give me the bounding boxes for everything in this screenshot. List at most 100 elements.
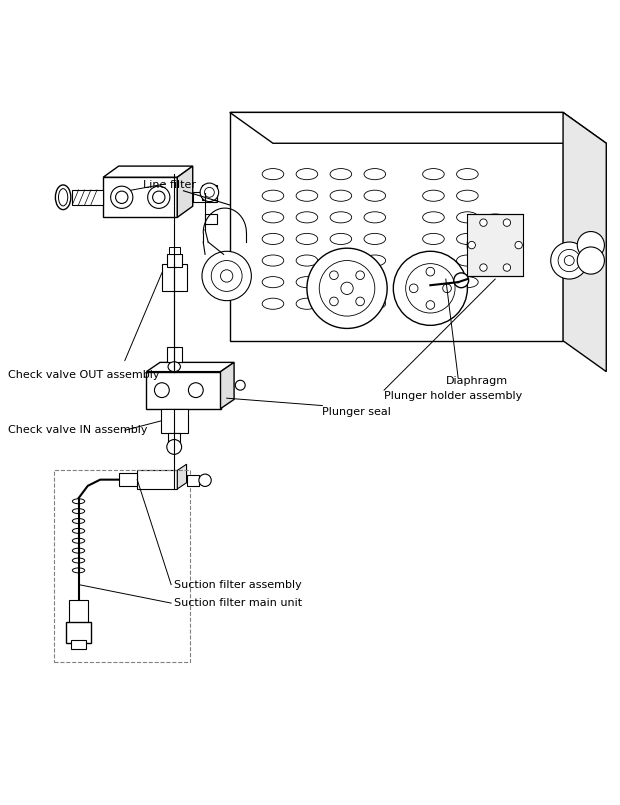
- Text: Diaphragm: Diaphragm: [446, 376, 508, 386]
- Circle shape: [205, 188, 215, 197]
- Bar: [146, 372, 221, 409]
- Circle shape: [199, 474, 211, 486]
- Ellipse shape: [330, 190, 352, 201]
- Ellipse shape: [456, 255, 478, 266]
- Ellipse shape: [456, 277, 478, 287]
- Ellipse shape: [296, 233, 317, 245]
- Ellipse shape: [73, 528, 85, 534]
- Ellipse shape: [296, 190, 317, 201]
- Polygon shape: [177, 166, 193, 217]
- Circle shape: [443, 284, 451, 293]
- Ellipse shape: [296, 212, 317, 223]
- Bar: [202, 185, 218, 200]
- Circle shape: [426, 267, 435, 276]
- Ellipse shape: [262, 277, 284, 287]
- Ellipse shape: [262, 168, 284, 180]
- Ellipse shape: [423, 168, 445, 180]
- Ellipse shape: [296, 255, 317, 266]
- Text: Line filter: Line filter: [143, 180, 197, 189]
- Polygon shape: [230, 113, 606, 143]
- Bar: [167, 254, 182, 266]
- Text: Check valve OUT assembly: Check valve OUT assembly: [7, 369, 159, 380]
- Ellipse shape: [423, 255, 445, 266]
- Bar: [467, 214, 523, 276]
- Ellipse shape: [423, 190, 445, 201]
- Ellipse shape: [73, 518, 85, 523]
- Bar: [118, 473, 137, 486]
- Ellipse shape: [364, 277, 386, 287]
- Circle shape: [211, 261, 242, 291]
- Circle shape: [393, 251, 467, 325]
- Ellipse shape: [364, 233, 386, 245]
- Circle shape: [202, 251, 251, 300]
- Circle shape: [167, 440, 182, 454]
- Ellipse shape: [364, 298, 386, 309]
- Ellipse shape: [262, 298, 284, 309]
- Text: Plunger seal: Plunger seal: [322, 407, 391, 417]
- Circle shape: [503, 264, 511, 271]
- Bar: [73, 190, 104, 204]
- Ellipse shape: [262, 233, 284, 245]
- Ellipse shape: [423, 277, 445, 287]
- Circle shape: [356, 297, 365, 306]
- Ellipse shape: [262, 255, 284, 266]
- Ellipse shape: [330, 255, 352, 266]
- Circle shape: [330, 297, 339, 306]
- Circle shape: [564, 256, 574, 266]
- Bar: [69, 600, 88, 625]
- Ellipse shape: [296, 298, 317, 309]
- Ellipse shape: [73, 548, 85, 553]
- Bar: [161, 409, 188, 433]
- Bar: [162, 263, 187, 291]
- Circle shape: [200, 183, 219, 201]
- Circle shape: [409, 284, 418, 293]
- Ellipse shape: [262, 190, 284, 201]
- Ellipse shape: [456, 190, 478, 201]
- Text: Plunger holder assembly: Plunger holder assembly: [384, 391, 522, 402]
- Bar: [137, 470, 177, 489]
- Bar: [187, 475, 199, 486]
- Ellipse shape: [296, 277, 317, 287]
- Circle shape: [110, 186, 133, 208]
- Ellipse shape: [73, 499, 85, 504]
- Text: Suction filter assembly: Suction filter assembly: [174, 580, 302, 589]
- Circle shape: [188, 382, 203, 398]
- Circle shape: [551, 242, 588, 279]
- Circle shape: [319, 261, 375, 316]
- Circle shape: [515, 242, 522, 249]
- Polygon shape: [563, 113, 606, 372]
- Ellipse shape: [330, 233, 352, 245]
- Polygon shape: [146, 362, 234, 372]
- Ellipse shape: [73, 558, 85, 563]
- Ellipse shape: [456, 212, 478, 223]
- Bar: [168, 433, 180, 446]
- Circle shape: [153, 191, 165, 204]
- Circle shape: [307, 248, 387, 328]
- Circle shape: [221, 270, 233, 282]
- Circle shape: [480, 219, 487, 226]
- Circle shape: [577, 232, 604, 258]
- Bar: [169, 247, 180, 254]
- Ellipse shape: [423, 233, 445, 245]
- Text: Check valve IN assembly: Check valve IN assembly: [7, 425, 147, 436]
- Ellipse shape: [364, 190, 386, 201]
- Ellipse shape: [58, 188, 68, 206]
- Ellipse shape: [330, 212, 352, 223]
- Polygon shape: [177, 464, 187, 489]
- Circle shape: [558, 250, 580, 271]
- Circle shape: [115, 191, 128, 204]
- Circle shape: [236, 380, 245, 390]
- Circle shape: [426, 300, 435, 309]
- Polygon shape: [221, 362, 234, 409]
- Circle shape: [356, 271, 365, 279]
- Circle shape: [148, 186, 170, 208]
- Circle shape: [154, 382, 169, 398]
- Bar: [54, 470, 190, 662]
- Ellipse shape: [364, 255, 386, 266]
- Polygon shape: [104, 166, 193, 177]
- Bar: [104, 177, 177, 217]
- Circle shape: [405, 263, 455, 313]
- Ellipse shape: [456, 168, 478, 180]
- Circle shape: [454, 273, 469, 287]
- Ellipse shape: [423, 212, 445, 223]
